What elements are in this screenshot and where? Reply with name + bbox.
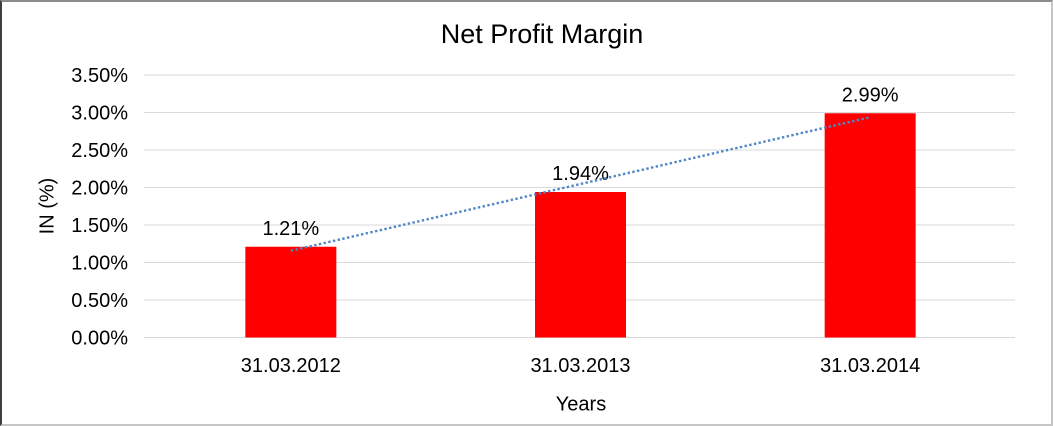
bar[interactable]: [824, 113, 916, 338]
chart-title: Net Profit Margin: [440, 19, 644, 49]
x-axis-title: Years: [555, 393, 607, 416]
bar-value-label: 1.94%: [552, 163, 609, 185]
y-tick-label: 0.50%: [71, 290, 128, 312]
bar[interactable]: [535, 192, 626, 338]
x-tick-label: 31.03.2013: [530, 355, 630, 377]
bar[interactable]: [245, 246, 337, 338]
y-tick-label: 2.50%: [71, 140, 128, 162]
y-tick-label: 3.50%: [71, 65, 128, 87]
y-tick-label: 1.00%: [71, 253, 128, 275]
y-tick-label: 1.50%: [71, 215, 128, 237]
bar-value-label: 2.99%: [842, 84, 899, 106]
trendline[interactable]: [290, 116, 871, 252]
y-tick-label: 0.00%: [71, 328, 128, 350]
y-tick-label: 3.00%: [71, 103, 128, 125]
bar-value-label: 1.21%: [262, 218, 319, 240]
y-tick-label: 2.00%: [71, 178, 128, 200]
x-tick-label: 31.03.2012: [241, 355, 341, 377]
x-tick-label: 31.03.2014: [820, 355, 920, 377]
